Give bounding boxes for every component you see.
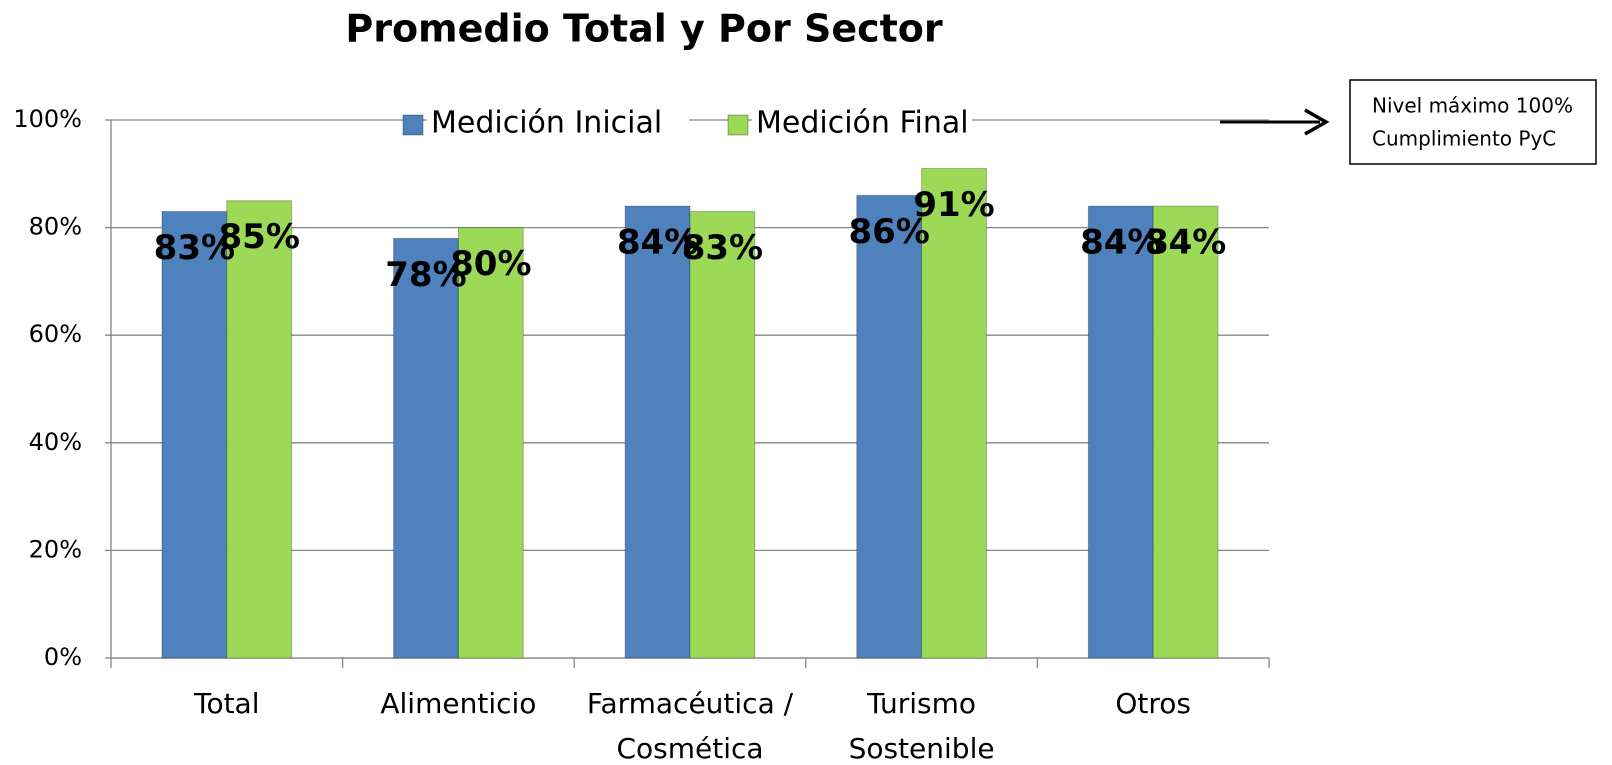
bar bbox=[161, 210, 228, 659]
data-label: 83% bbox=[154, 228, 235, 268]
data-label: 85% bbox=[219, 217, 300, 257]
data-label: 91% bbox=[913, 185, 994, 225]
bar bbox=[226, 200, 293, 659]
y-tick-label: 100% bbox=[13, 105, 82, 133]
y-tick-label: 60% bbox=[29, 320, 82, 348]
x-tick-label: Turismo Sostenible bbox=[849, 687, 995, 765]
data-label: 84% bbox=[1080, 223, 1161, 263]
y-tick-label: 80% bbox=[29, 213, 82, 241]
data-label: 78% bbox=[385, 255, 466, 295]
x-tick-label: Farmacéutica / Cosmética bbox=[587, 687, 794, 765]
data-label: 86% bbox=[848, 212, 929, 252]
bar bbox=[1087, 205, 1154, 659]
data-label: 84% bbox=[1145, 223, 1226, 263]
x-tick-label: Otros bbox=[1115, 687, 1191, 720]
annotation-text: Cumplimiento PyC bbox=[1372, 127, 1556, 151]
annotation-text: Nivel máximo 100% bbox=[1372, 94, 1573, 118]
bar bbox=[1152, 205, 1219, 659]
legend-bg bbox=[427, 105, 689, 141]
legend-label: Medición Final bbox=[756, 106, 969, 141]
data-label: 84% bbox=[617, 223, 698, 263]
bar bbox=[689, 210, 756, 659]
legend-swatch bbox=[727, 114, 749, 136]
x-tick-label: Total bbox=[193, 687, 259, 720]
data-label: 80% bbox=[450, 244, 531, 284]
chart-title: Promedio Total y Por Sector bbox=[345, 7, 943, 51]
data-label: 83% bbox=[682, 228, 763, 268]
bar bbox=[624, 205, 691, 659]
bar bbox=[856, 194, 923, 659]
legend-bg bbox=[752, 105, 972, 141]
legend-swatch bbox=[402, 114, 424, 136]
x-tick-label: Alimenticio bbox=[380, 687, 536, 720]
y-tick-label: 20% bbox=[29, 535, 82, 563]
bar bbox=[393, 237, 459, 659]
annotation-arrowhead bbox=[1304, 108, 1330, 136]
y-tick-label: 40% bbox=[29, 428, 82, 456]
bar bbox=[921, 167, 987, 659]
y-tick-label: 0% bbox=[44, 643, 82, 671]
bar bbox=[457, 227, 524, 659]
legend-label: Medición Inicial bbox=[431, 106, 662, 141]
annotation-box bbox=[1349, 79, 1597, 165]
